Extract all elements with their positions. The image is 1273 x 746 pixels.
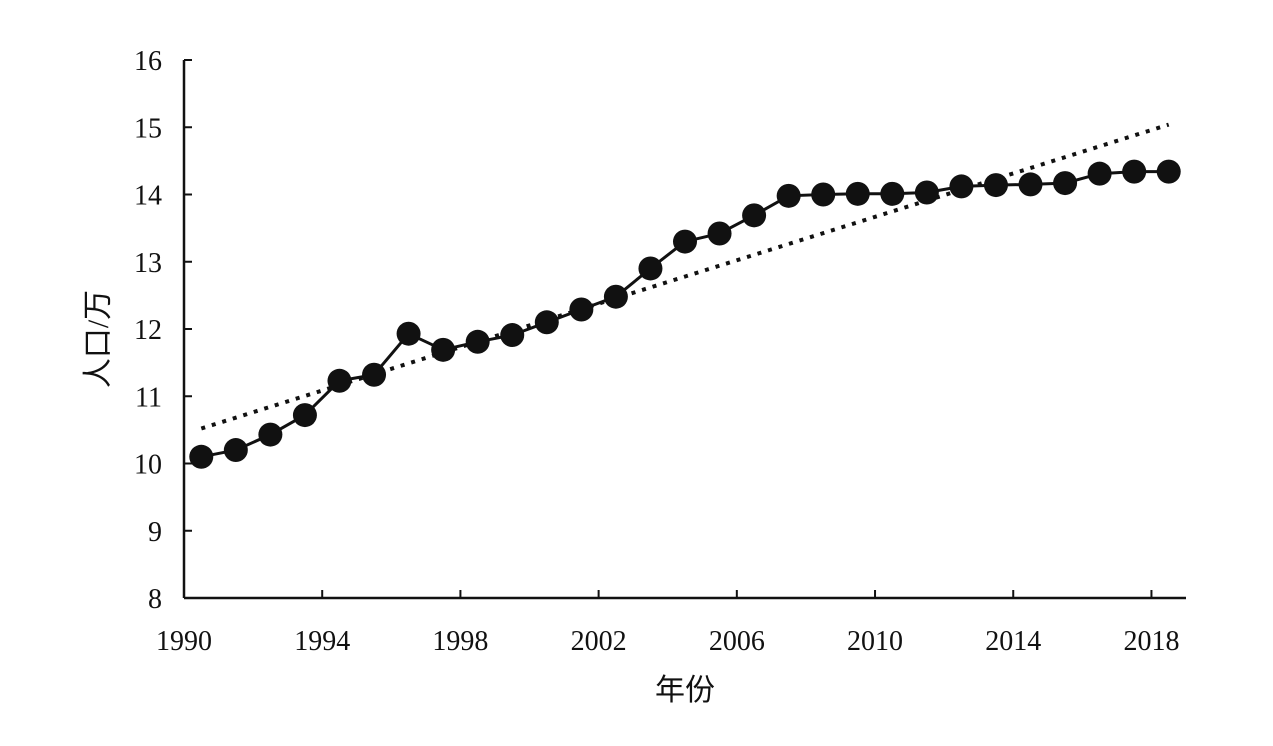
data-point (569, 297, 594, 322)
y-tick-label: 16 (134, 46, 162, 77)
data-point (880, 181, 905, 206)
data-point (603, 284, 628, 309)
y-tick-label: 9 (148, 517, 162, 548)
data-point (1087, 161, 1112, 186)
data-point (362, 362, 387, 387)
y-tick-label: 8 (148, 584, 162, 615)
data-point (845, 181, 870, 206)
x-tick-label: 2006 (709, 626, 765, 657)
data-point (673, 229, 697, 254)
y-tick-label: 12 (134, 315, 162, 346)
data-point (1156, 159, 1181, 184)
x-tick-label: 2018 (1123, 626, 1179, 657)
x-tick-label: 1990 (156, 626, 212, 657)
data-point (292, 403, 317, 428)
data-point (638, 256, 663, 281)
data-point (258, 422, 283, 447)
trendline (200, 122, 1170, 431)
data-point (431, 337, 456, 362)
y-tick-label: 11 (135, 382, 162, 413)
y-tick-label: 10 (134, 450, 162, 481)
data-point (223, 438, 248, 463)
series-line (201, 170, 1169, 459)
x-tick-label: 2014 (985, 626, 1041, 657)
data-point (1122, 159, 1147, 184)
y-tick-label: 13 (134, 248, 162, 279)
series-layer (189, 159, 1181, 469)
axes (182, 59, 1186, 600)
data-point (534, 310, 559, 335)
data-point (465, 329, 490, 354)
data-point (914, 180, 939, 205)
data-point (811, 182, 836, 207)
trendline-layer (200, 122, 1170, 431)
x-tick-label: 1998 (432, 626, 488, 657)
data-point (327, 368, 352, 393)
data-point (949, 174, 974, 199)
data-point (707, 221, 732, 246)
x-tick-label: 1994 (294, 626, 350, 657)
data-point (1018, 172, 1043, 197)
data-point (500, 323, 525, 348)
x-axis-title: 年份 (655, 674, 715, 707)
data-point (983, 173, 1008, 198)
x-tick-label: 2002 (571, 626, 627, 657)
data-point (776, 183, 801, 208)
data-point (1053, 171, 1078, 196)
data-point (742, 203, 767, 228)
data-point (396, 321, 421, 346)
y-tick-label: 14 (134, 181, 162, 212)
y-tick-label: 15 (134, 113, 162, 144)
data-point (189, 444, 214, 469)
x-tick-label: 2010 (847, 626, 903, 657)
labels-layer: 年份 人口/万 8 9 10 11 12 13 14 15 16 1990 1994 1998 2002… (82, 46, 1179, 707)
y-axis-title: 人口/万 (82, 290, 115, 388)
